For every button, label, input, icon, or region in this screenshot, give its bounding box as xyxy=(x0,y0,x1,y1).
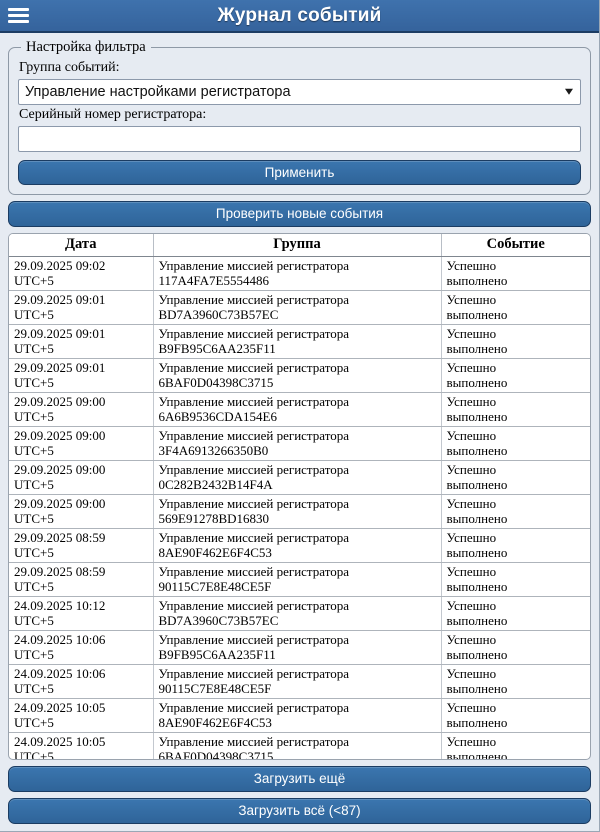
table-row: 24.09.2025 10:12 UTC+5 Управление миссией… xyxy=(9,596,590,631)
table-row: 29.09.2025 09:02 UTC+5 Управление миссией… xyxy=(9,256,590,291)
table-row: 24.09.2025 10:05 UTC+5 Управление миссией… xyxy=(9,732,590,759)
log-cell-event: Успешно выполнено xyxy=(441,698,590,733)
filter-settings-group: Настройка фильтра Группа событий: Управл… xyxy=(8,39,591,195)
serial-number-input[interactable] xyxy=(18,126,581,152)
main-content: Настройка фильтра Группа событий: Управл… xyxy=(0,33,599,831)
log-cell-event: Успешно выполнено xyxy=(441,290,590,325)
log-cell-event: Успешно выполнено xyxy=(441,392,590,427)
load-more-button[interactable]: Загрузить ещё xyxy=(8,766,591,792)
log-cell-group: Управление миссией регистратора BD7A3960… xyxy=(153,290,442,325)
hamburger-line xyxy=(7,20,29,23)
column-header-group: Группа xyxy=(153,234,442,257)
filter-settings-legend: Настройка фильтра xyxy=(26,39,146,55)
table-row: 24.09.2025 10:06 UTC+5 Управление миссией… xyxy=(9,630,590,665)
event-log-table: Дата Группа Событие 29.09.2025 09:02 UTC… xyxy=(9,234,590,759)
column-header-date: Дата xyxy=(9,234,154,257)
event-group-select-wrap: Управление настройками регистратора xyxy=(18,79,581,105)
column-header-event: Событие xyxy=(441,234,590,257)
event-group-select[interactable]: Управление настройками регистратора xyxy=(18,79,581,105)
log-cell-event: Успешно выполнено xyxy=(441,426,590,461)
log-cell-date: 24.09.2025 10:05 UTC+5 xyxy=(9,698,154,733)
log-cell-date: 29.09.2025 09:00 UTC+5 xyxy=(9,494,154,529)
log-cell-event: Успешно выполнено xyxy=(441,528,590,563)
log-cell-date: 29.09.2025 09:01 UTC+5 xyxy=(9,358,154,393)
log-cell-date: 24.09.2025 10:05 UTC+5 xyxy=(9,732,154,759)
table-row: 29.09.2025 09:00 UTC+5 Управление миссией… xyxy=(9,392,590,427)
log-cell-event: Успешно выполнено xyxy=(441,630,590,665)
event-log-table-head: Дата Группа Событие xyxy=(9,234,590,257)
check-new-events-button[interactable]: Проверить новые события xyxy=(8,201,591,227)
log-cell-group: Управление миссией регистратора 6BAF0D04… xyxy=(153,358,442,393)
log-cell-event: Успешно выполнено xyxy=(441,324,590,359)
load-all-button[interactable]: Загрузить всё (<87) xyxy=(8,798,591,824)
log-cell-group: Управление миссией регистратора 6A6B9536… xyxy=(153,392,442,427)
event-log-table-container: Дата Группа Событие 29.09.2025 09:02 UTC… xyxy=(8,233,591,760)
log-cell-group: Управление миссией регистратора B9FB95C6… xyxy=(153,630,442,665)
log-cell-date: 29.09.2025 09:00 UTC+5 xyxy=(9,392,154,427)
table-row: 24.09.2025 10:05 UTC+5 Управление миссией… xyxy=(9,698,590,733)
hamburger-menu-icon[interactable] xyxy=(0,0,34,32)
log-cell-group: Управление миссией регистратора 117A4FA7… xyxy=(153,256,442,291)
table-row: 29.09.2025 09:00 UTC+5 Управление миссией… xyxy=(9,494,590,529)
log-cell-group: Управление миссией регистратора 6BAF0D04… xyxy=(153,732,442,759)
log-cell-event: Успешно выполнено xyxy=(441,358,590,393)
log-cell-date: 29.09.2025 09:01 UTC+5 xyxy=(9,324,154,359)
table-row: 29.09.2025 09:00 UTC+5 Управление миссией… xyxy=(9,426,590,461)
log-cell-group: Управление миссией регистратора B9FB95C6… xyxy=(153,324,442,359)
event-log-table-body: 29.09.2025 09:02 UTC+5 Управление миссией… xyxy=(9,256,590,759)
table-row: 29.09.2025 08:59 UTC+5 Управление миссией… xyxy=(9,528,590,563)
log-cell-date: 24.09.2025 10:12 UTC+5 xyxy=(9,596,154,631)
log-cell-event: Успешно выполнено xyxy=(441,460,590,495)
log-cell-event: Успешно выполнено xyxy=(441,664,590,699)
log-cell-group: Управление миссией регистратора 0C282B24… xyxy=(153,460,442,495)
app-header: Журнал событий xyxy=(0,0,599,33)
log-cell-date: 29.09.2025 09:00 UTC+5 xyxy=(9,426,154,461)
table-row: 29.09.2025 09:01 UTC+5 Управление миссией… xyxy=(9,290,590,325)
hamburger-line xyxy=(7,14,29,17)
log-cell-event: Успешно выполнено xyxy=(441,494,590,529)
log-cell-date: 24.09.2025 10:06 UTC+5 xyxy=(9,664,154,699)
table-row: 29.09.2025 08:59 UTC+5 Управление миссией… xyxy=(9,562,590,597)
page-title: Журнал событий xyxy=(217,4,382,26)
log-cell-event: Успешно выполнено xyxy=(441,256,590,291)
hamburger-line xyxy=(7,8,29,11)
log-cell-group: Управление миссией регистратора 8AE90F46… xyxy=(153,698,442,733)
log-cell-event: Успешно выполнено xyxy=(441,732,590,759)
table-row: 29.09.2025 09:01 UTC+5 Управление миссией… xyxy=(9,324,590,359)
log-cell-group: Управление миссией регистратора BD7A3960… xyxy=(153,596,442,631)
log-cell-event: Успешно выполнено xyxy=(441,596,590,631)
log-cell-date: 29.09.2025 08:59 UTC+5 xyxy=(9,528,154,563)
event-group-label: Группа событий: xyxy=(19,60,120,75)
apply-filter-button[interactable]: Применить xyxy=(18,160,581,185)
table-header-row: Дата Группа Событие xyxy=(9,234,590,257)
log-cell-group: Управление миссией регистратора 90115C7E… xyxy=(153,664,442,699)
table-row: 29.09.2025 09:01 UTC+5 Управление миссией… xyxy=(9,358,590,393)
log-cell-group: Управление миссией регистратора 569E9127… xyxy=(153,494,442,529)
log-cell-date: 29.09.2025 09:00 UTC+5 xyxy=(9,460,154,495)
log-cell-group: Управление миссией регистратора 3F4A6913… xyxy=(153,426,442,461)
table-row: 24.09.2025 10:06 UTC+5 Управление миссией… xyxy=(9,664,590,699)
serial-number-label: Серийный номер регистратора: xyxy=(19,107,207,122)
log-cell-group: Управление миссией регистратора 8AE90F46… xyxy=(153,528,442,563)
log-cell-date: 29.09.2025 09:01 UTC+5 xyxy=(9,290,154,325)
log-cell-event: Успешно выполнено xyxy=(441,562,590,597)
log-cell-group: Управление миссией регистратора 90115C7E… xyxy=(153,562,442,597)
log-cell-date: 29.09.2025 08:59 UTC+5 xyxy=(9,562,154,597)
table-row: 29.09.2025 09:00 UTC+5 Управление миссией… xyxy=(9,460,590,495)
log-cell-date: 29.09.2025 09:02 UTC+5 xyxy=(9,256,154,291)
log-cell-date: 24.09.2025 10:06 UTC+5 xyxy=(9,630,154,665)
